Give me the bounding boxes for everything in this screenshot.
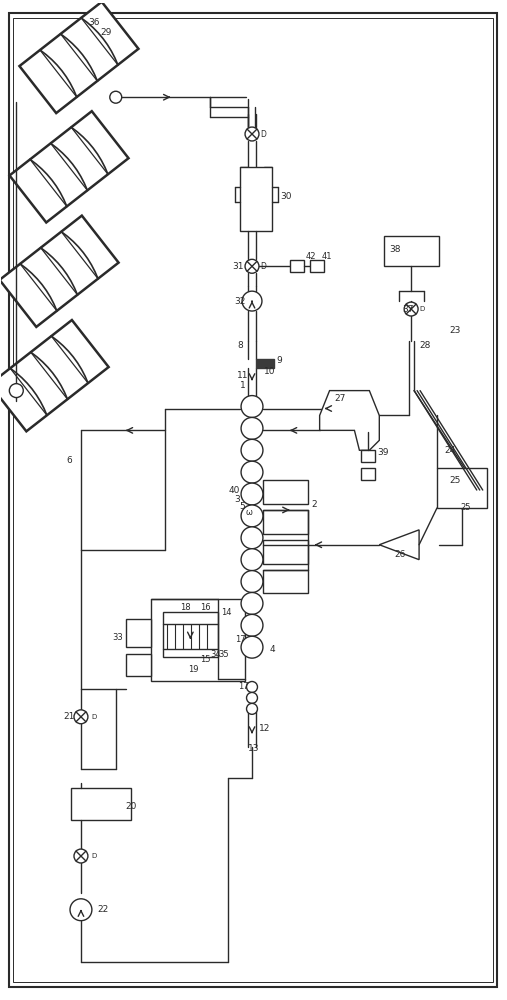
Text: 17: 17 — [238, 682, 249, 691]
Text: D: D — [419, 306, 424, 312]
Text: 8: 8 — [237, 341, 243, 350]
Text: 12: 12 — [259, 724, 270, 733]
Circle shape — [241, 549, 263, 571]
Text: 5: 5 — [239, 502, 245, 511]
Bar — [126, 654, 151, 676]
Text: 21: 21 — [63, 712, 75, 721]
Text: 14: 14 — [221, 608, 232, 617]
Text: 26: 26 — [394, 550, 406, 559]
Bar — [263, 480, 308, 504]
Circle shape — [241, 614, 263, 636]
Circle shape — [241, 505, 263, 527]
Bar — [263, 540, 308, 564]
Bar — [240, 167, 272, 231]
Circle shape — [70, 899, 92, 921]
Circle shape — [9, 384, 23, 398]
Circle shape — [241, 636, 263, 658]
Circle shape — [74, 710, 88, 724]
Circle shape — [241, 417, 263, 439]
Bar — [71, 788, 131, 820]
Text: 17: 17 — [235, 635, 246, 644]
Text: D: D — [91, 853, 96, 859]
Bar — [290, 260, 304, 272]
Polygon shape — [319, 391, 379, 450]
Text: 6: 6 — [66, 456, 72, 465]
Text: 38: 38 — [389, 245, 401, 254]
Text: 25: 25 — [449, 476, 460, 485]
Bar — [126, 619, 151, 647]
Circle shape — [245, 259, 259, 273]
Circle shape — [241, 483, 263, 505]
Text: 16: 16 — [200, 603, 211, 612]
Text: 29: 29 — [101, 28, 112, 37]
Circle shape — [246, 692, 258, 703]
Text: 40: 40 — [228, 486, 239, 495]
Text: 18: 18 — [180, 603, 191, 612]
Text: 30: 30 — [280, 192, 292, 201]
Text: 13: 13 — [248, 744, 260, 753]
Text: 36: 36 — [88, 18, 99, 27]
Text: 25: 25 — [461, 503, 472, 512]
Bar — [263, 570, 308, 593]
Text: 9: 9 — [276, 356, 281, 365]
Text: 33: 33 — [113, 633, 124, 642]
Text: D: D — [260, 262, 266, 271]
Bar — [361, 450, 375, 462]
Circle shape — [241, 592, 263, 614]
Text: 3: 3 — [234, 495, 240, 504]
Text: 19: 19 — [189, 665, 199, 674]
Circle shape — [245, 127, 259, 141]
Text: 1: 1 — [240, 381, 246, 390]
Text: 4: 4 — [270, 645, 275, 654]
Circle shape — [241, 527, 263, 549]
Polygon shape — [10, 111, 129, 222]
Circle shape — [246, 703, 258, 714]
Bar — [163, 612, 218, 657]
Bar — [256, 359, 274, 368]
Circle shape — [241, 461, 263, 483]
Text: 32: 32 — [234, 297, 245, 306]
Circle shape — [241, 439, 263, 461]
Polygon shape — [0, 216, 119, 327]
Text: 37: 37 — [402, 305, 414, 314]
Text: 2: 2 — [312, 500, 317, 509]
Text: 27: 27 — [335, 394, 346, 403]
Text: 39: 39 — [377, 448, 389, 457]
Text: D: D — [91, 714, 96, 720]
Bar — [263, 510, 308, 534]
Circle shape — [241, 571, 263, 592]
Text: 23: 23 — [449, 326, 460, 335]
Bar — [361, 468, 375, 480]
Text: 28: 28 — [419, 341, 430, 350]
Text: 20: 20 — [126, 802, 137, 811]
Text: 35: 35 — [218, 650, 229, 659]
Text: ω: ω — [245, 508, 252, 517]
Bar — [437, 468, 487, 508]
Text: 11: 11 — [237, 371, 248, 380]
Circle shape — [74, 849, 88, 863]
Bar — [151, 599, 245, 681]
Text: 34: 34 — [210, 650, 221, 659]
Text: 24: 24 — [444, 446, 455, 455]
Polygon shape — [19, 2, 138, 113]
Text: 10: 10 — [264, 367, 275, 376]
Circle shape — [241, 396, 263, 417]
Circle shape — [110, 91, 122, 103]
Text: 41: 41 — [321, 252, 332, 261]
Text: 15: 15 — [200, 655, 211, 664]
Polygon shape — [379, 530, 419, 560]
Polygon shape — [0, 320, 108, 431]
Text: D: D — [260, 130, 266, 139]
Circle shape — [404, 302, 418, 316]
Bar — [310, 260, 323, 272]
Text: 31: 31 — [232, 262, 244, 271]
Circle shape — [246, 682, 258, 692]
Text: 22: 22 — [97, 905, 108, 914]
Circle shape — [242, 291, 262, 311]
Text: 42: 42 — [306, 252, 316, 261]
Bar — [384, 236, 439, 266]
